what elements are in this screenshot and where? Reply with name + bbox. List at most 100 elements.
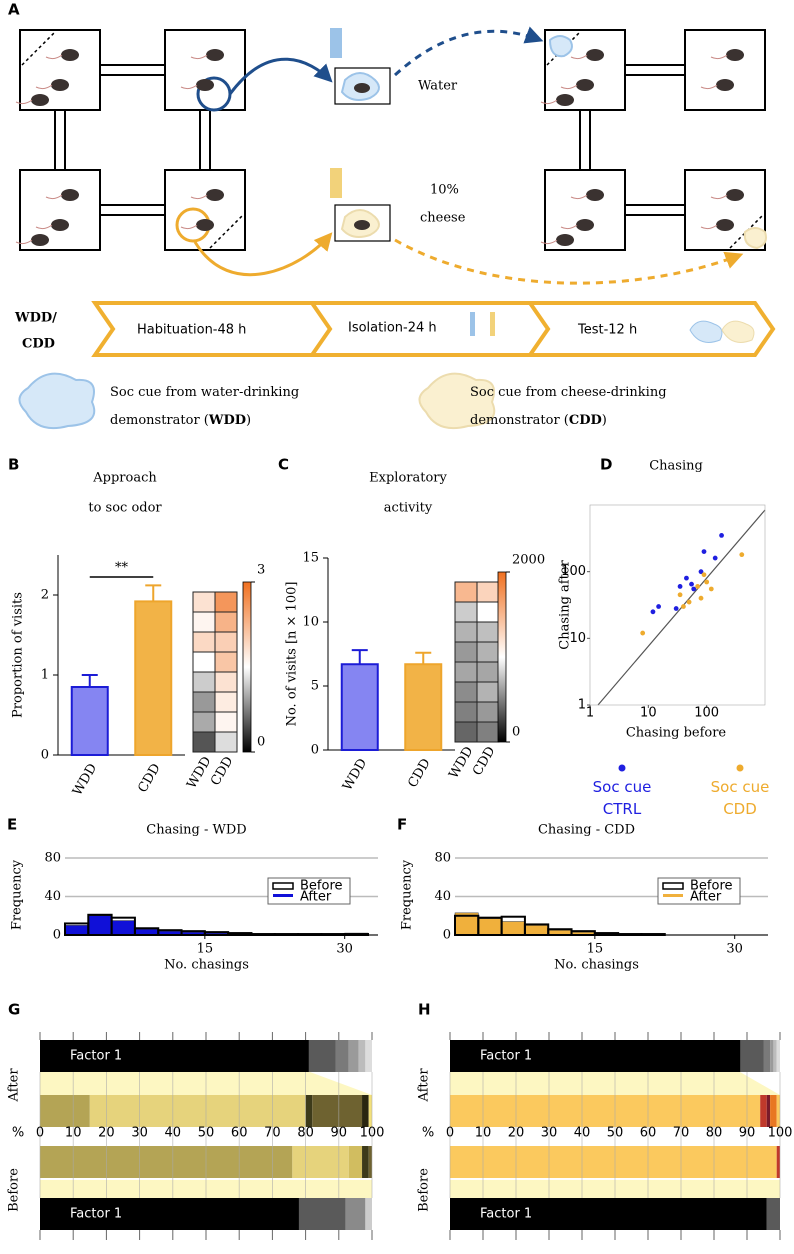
x-tick-label: 15 (587, 942, 604, 957)
point (701, 572, 707, 578)
mouse-tail (560, 224, 578, 230)
point (673, 606, 679, 611)
segment (766, 1095, 771, 1127)
group-label: After (7, 1068, 22, 1103)
legend-part: Soc cue from water-drinking (110, 385, 299, 400)
panel-letter: F (397, 816, 407, 834)
x-axis-label: % (422, 1126, 434, 1141)
y-tick-label: 2 (41, 588, 49, 603)
y-tick-label: 1 (578, 698, 586, 713)
point (739, 552, 745, 558)
x-tick-label: 20 (98, 1126, 115, 1141)
x-tick-label: 20 (508, 1126, 525, 1141)
mouse (354, 83, 370, 93)
heatmap-cell (454, 641, 478, 663)
mouse (61, 189, 79, 201)
colorbar (497, 571, 507, 743)
colorbar-label: 0 (512, 725, 520, 740)
legend-part: WDD (208, 413, 246, 428)
mouse (31, 94, 49, 106)
mouse (51, 219, 69, 231)
y-tick-label: 5 (311, 679, 319, 694)
legend-part: ) (602, 413, 607, 428)
legend-part: Soc cue from cheese-drinking (470, 385, 667, 400)
segment (450, 1040, 741, 1072)
heatmap-cell (214, 651, 238, 673)
y-axis-label: Frequency (10, 859, 25, 930)
title: Chasing (649, 459, 703, 474)
legend-swatch (663, 894, 683, 897)
y-axis-label: Chasing after (558, 560, 573, 650)
title: to soc odor (88, 501, 162, 516)
heatmap-cell (192, 631, 216, 653)
x-tick-label: 100 (694, 706, 719, 721)
point (650, 609, 656, 615)
legend-marker (736, 764, 744, 772)
x-tick-label: 90 (331, 1126, 348, 1141)
segment (362, 1146, 369, 1178)
y-tick-label: 0 (53, 928, 61, 943)
colorbar-label: 2000 (512, 553, 545, 568)
heatmap-cell (476, 601, 500, 623)
water-label: Water (418, 79, 458, 94)
x-tick-label: WDD (340, 756, 370, 793)
stage: Test-12 h (577, 323, 637, 338)
segment (770, 1095, 777, 1127)
legend-label: Before (690, 879, 733, 894)
heatmap-cell (476, 721, 500, 743)
segment (40, 1095, 90, 1127)
mouse (206, 49, 224, 61)
segment (760, 1095, 767, 1127)
segment (766, 1198, 780, 1230)
segment (450, 1146, 777, 1178)
y-tick-label: 1 (41, 668, 49, 683)
x-tick-label: 10 (475, 1126, 492, 1141)
segment (450, 1198, 767, 1230)
x-tick-label: 10 (65, 1126, 82, 1141)
mouse-tail (570, 54, 588, 60)
error-bar (81, 674, 98, 687)
group-label: Before (7, 1168, 22, 1212)
panel-letter: C (278, 456, 289, 474)
heatmap-cell (454, 621, 478, 643)
bar (134, 600, 173, 757)
segment (305, 1095, 313, 1127)
legend-label: After (690, 890, 722, 905)
panel-letter: A (8, 1, 20, 19)
factor-label: Factor 1 (70, 1049, 122, 1064)
significance: ** (115, 561, 129, 576)
mouse-tail (190, 194, 208, 200)
title: Chasing - WDD (146, 823, 246, 838)
segment (776, 1146, 780, 1178)
mouse (726, 49, 744, 61)
point (719, 532, 724, 538)
mouse (61, 49, 79, 61)
mouse (716, 219, 734, 231)
legend-part: demonstrator ( (110, 413, 209, 428)
heatmap-cell (454, 581, 478, 603)
mouse-tail (35, 224, 53, 230)
point (701, 549, 707, 554)
y-axis-label: No. of visits [n × 100] (285, 582, 300, 727)
segment (365, 1198, 372, 1230)
y-tick-label: 0 (311, 743, 319, 758)
legend-line: Soc cue from water-drinking (110, 385, 299, 400)
x-tick-label: 100 (768, 1126, 793, 1141)
cue-legend: Soc cue from water-drinking demonstrator … (110, 385, 667, 428)
legend-line: demonstrator (CDD) (470, 413, 607, 428)
mouse (556, 94, 574, 106)
panel-letter: B (8, 456, 19, 474)
title: Approach (92, 471, 157, 486)
hist-bar (88, 915, 112, 936)
x-tick-label: 0 (446, 1126, 454, 1141)
segment (40, 1040, 309, 1072)
legend-swatch (272, 882, 294, 890)
heatmap-cell (192, 731, 216, 753)
segment (776, 1040, 780, 1072)
mouse (556, 234, 574, 246)
segment (776, 1095, 780, 1127)
legend-line: Soc cue from cheese-drinking (470, 385, 667, 400)
mouse-tail (700, 84, 718, 90)
hist-bar (524, 925, 549, 936)
